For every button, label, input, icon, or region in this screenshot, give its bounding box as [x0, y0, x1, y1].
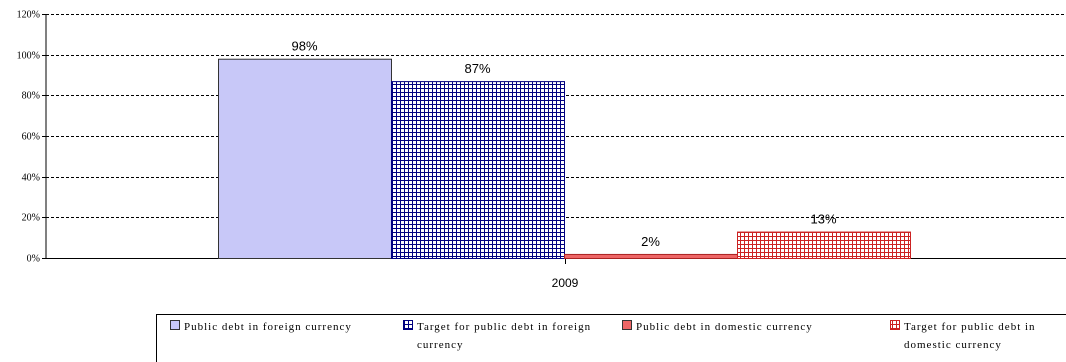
y-tick-label: 40% — [22, 173, 40, 184]
bars — [218, 58, 911, 260]
bar — [218, 58, 392, 259]
legend-label: currency — [417, 339, 463, 351]
bar — [564, 253, 738, 260]
legend-swatch — [170, 320, 180, 330]
legend-swatch — [403, 320, 413, 330]
y-tick-label: 20% — [22, 213, 40, 224]
y-tick-label: 100% — [17, 51, 40, 62]
legend-box — [156, 314, 1066, 362]
data-label: 13% — [810, 212, 836, 227]
y-tick-label: 120% — [17, 10, 40, 21]
legend-swatch — [890, 320, 900, 330]
legend-label: Target for public debt in foreign — [417, 321, 591, 333]
data-labels: 98% 87% 2% 13% — [291, 39, 836, 249]
data-label: 2% — [641, 234, 660, 249]
legend-label: Target for public debt in — [904, 321, 1036, 333]
x-tick-label: 2009 — [552, 276, 579, 290]
data-label: 98% — [291, 39, 317, 54]
bar — [391, 81, 565, 259]
y-tick-label: 60% — [22, 132, 40, 143]
legend-swatch — [622, 320, 632, 330]
y-tick-label: 80% — [22, 91, 40, 102]
legend-label: domestic currency — [904, 339, 1002, 351]
legend-label: Public debt in domestic currency — [636, 321, 813, 333]
bar — [737, 231, 911, 259]
y-tick-label: 0% — [27, 254, 40, 265]
legend: Public debt in foreign currency Target fo… — [156, 314, 1066, 362]
legend-label: Public debt in foreign currency — [184, 321, 352, 333]
data-label: 87% — [464, 61, 490, 76]
